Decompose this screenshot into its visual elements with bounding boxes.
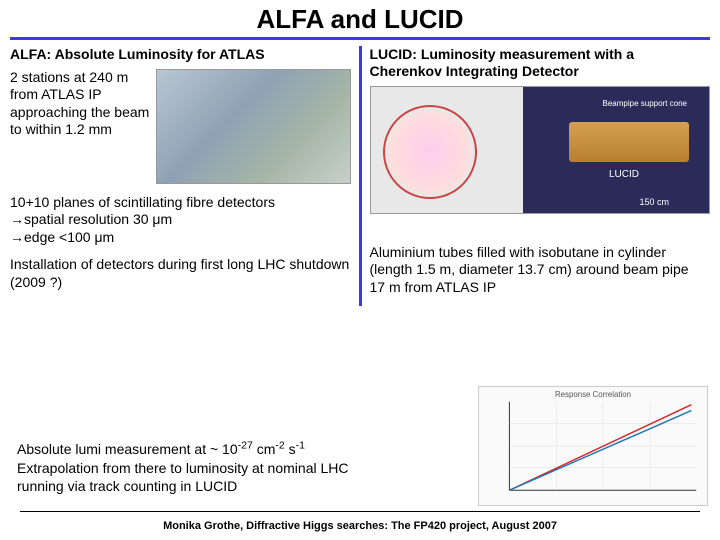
alfa-installation-text: Installation of detectors during first l… bbox=[10, 256, 351, 291]
lucid-header: LUCID: Luminosity measurement with a Che… bbox=[370, 46, 711, 80]
footer-rule bbox=[20, 511, 700, 512]
lucid-img-label-cone: Beampipe support cone bbox=[603, 99, 688, 108]
title-text: ALFA and LUCID bbox=[256, 4, 463, 34]
chart-series-1 bbox=[509, 405, 691, 491]
lucid-img-label-length: 150 cm bbox=[639, 197, 669, 207]
slide-title: ALFA and LUCID bbox=[0, 0, 720, 37]
alfa-resolution-line: spatial resolution 30 μm bbox=[10, 211, 351, 229]
lucid-img-label-name: LUCID bbox=[609, 169, 639, 180]
alfa-edge-line: edge <100 μm bbox=[10, 229, 351, 247]
summary-pre: Absolute lumi measurement at ~ 10 bbox=[17, 441, 238, 457]
lucid-description-text: Aluminium tubes filled with isobutane in… bbox=[370, 244, 711, 297]
response-correlation-chart: Response Correlation bbox=[478, 386, 708, 506]
summary-line1: Absolute lumi measurement at ~ 10-27 cm-… bbox=[17, 440, 363, 458]
summary-mid2: s bbox=[285, 441, 296, 457]
chart-series-2 bbox=[509, 411, 691, 491]
lucid-detector-image: Beampipe support cone LUCID 150 cm bbox=[370, 86, 711, 214]
chart-svg: Response Correlation bbox=[479, 387, 707, 505]
footer-text: Monika Grothe, Diffractive Higgs searche… bbox=[0, 520, 720, 532]
alfa-stations-text: 2 stations at 240 m from ATLAS IP approa… bbox=[10, 69, 150, 174]
chart-title: Response Correlation bbox=[555, 390, 631, 399]
two-column-layout: ALFA: Absolute Luminosity for ATLAS 2 st… bbox=[0, 46, 720, 306]
alfa-header: ALFA: Absolute Luminosity for ATLAS bbox=[10, 46, 351, 63]
summary-line2: Extrapolation from there to luminosity a… bbox=[17, 459, 363, 495]
title-underline bbox=[10, 37, 710, 40]
alfa-planes-line: 10+10 planes of scintillating fibre dete… bbox=[10, 194, 351, 212]
right-column: LUCID: Luminosity measurement with a Che… bbox=[362, 46, 711, 306]
alfa-planes-block: 10+10 planes of scintillating fibre dete… bbox=[10, 194, 351, 247]
alfa-top-row: 2 stations at 240 m from ATLAS IP approa… bbox=[10, 69, 351, 184]
summary-exp1: -27 bbox=[238, 440, 253, 452]
summary-mid: cm bbox=[253, 441, 276, 457]
left-column: ALFA: Absolute Luminosity for ATLAS 2 st… bbox=[10, 46, 359, 306]
summary-exp2: -2 bbox=[275, 440, 284, 452]
alfa-detector-image bbox=[156, 69, 351, 184]
summary-box: Absolute lumi measurement at ~ 10-27 cm-… bbox=[10, 435, 370, 500]
summary-exp3: -1 bbox=[296, 440, 305, 452]
